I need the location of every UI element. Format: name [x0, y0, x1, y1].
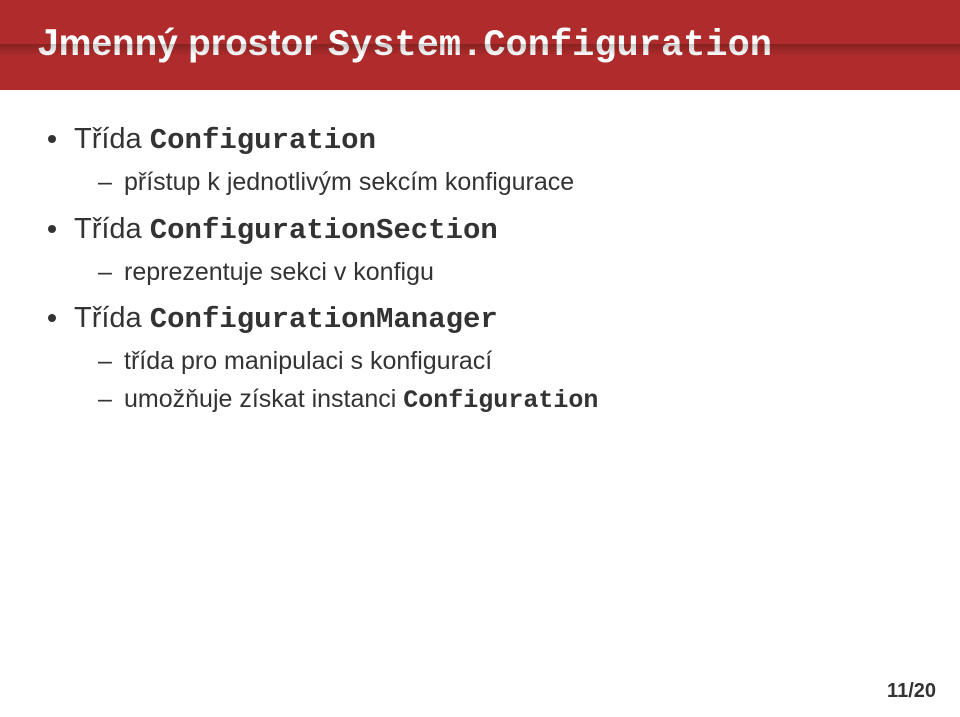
bullet-mono: ConfigurationSection: [150, 214, 498, 247]
page-number: 11/20: [887, 680, 936, 703]
sub-text: přístup k jednotlivým sekcím konfigurace: [124, 168, 574, 196]
title-plain: Jmenný prostor: [38, 22, 328, 63]
titlebar-shadow: [0, 44, 960, 56]
sub-text: třída pro manipulaci s konfigurací: [124, 347, 492, 375]
sub-list: přístup k jednotlivým sekcím konfigurace: [74, 164, 922, 202]
sub-list-item: přístup k jednotlivým sekcím konfigurace: [74, 164, 922, 202]
sub-text-prefix: umožňuje získat instanci: [124, 385, 403, 413]
bullet-prefix: Třída: [74, 213, 150, 245]
list-item: Třída ConfigurationSection reprezentuje …: [38, 208, 922, 292]
sub-text: reprezentuje sekci v konfigu: [124, 258, 434, 286]
bullet-prefix: Třída: [74, 302, 150, 334]
sub-list: třída pro manipulaci s konfigurací umožň…: [74, 343, 922, 419]
sub-list-item: reprezentuje sekci v konfigu: [74, 254, 922, 292]
list-item: Třída Configuration přístup k jednotlivý…: [38, 118, 922, 202]
bullet-mono: ConfigurationManager: [150, 303, 498, 336]
sub-list-item: umožňuje získat instanci Configuration: [74, 381, 922, 420]
bullet-mono: Configuration: [150, 124, 376, 157]
slide: Jmenný prostor System.Configuration Tříd…: [0, 0, 960, 717]
bullet-prefix: Třída: [74, 123, 150, 155]
list-item: Třída ConfigurationManager třída pro man…: [38, 297, 922, 419]
bullet-list: Třída Configuration přístup k jednotlivý…: [38, 118, 922, 419]
sub-text-mono: Configuration: [403, 386, 598, 415]
sub-list: reprezentuje sekci v konfigu: [74, 254, 922, 292]
slide-body: Třída Configuration přístup k jednotlivý…: [38, 118, 922, 425]
sub-list-item: třída pro manipulaci s konfigurací: [74, 343, 922, 381]
